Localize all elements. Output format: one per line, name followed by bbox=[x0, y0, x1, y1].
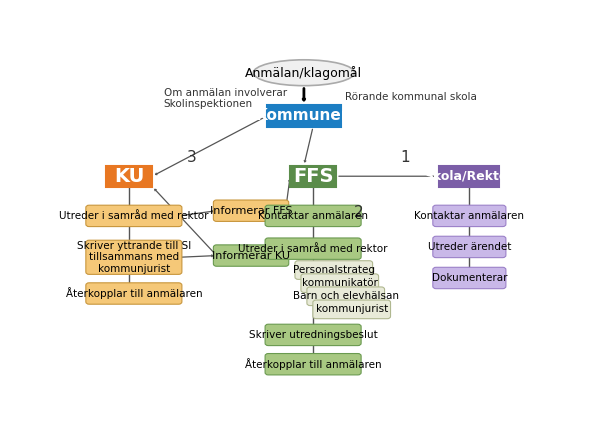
FancyBboxPatch shape bbox=[301, 274, 378, 293]
FancyBboxPatch shape bbox=[433, 205, 506, 227]
Text: kommunikatör: kommunikatör bbox=[302, 278, 378, 288]
FancyBboxPatch shape bbox=[86, 205, 182, 227]
Text: Rörande kommunal skola: Rörande kommunal skola bbox=[345, 92, 477, 102]
FancyBboxPatch shape bbox=[213, 200, 289, 221]
Text: Informerar KU: Informerar KU bbox=[212, 250, 290, 261]
Text: Kontaktar anmälaren: Kontaktar anmälaren bbox=[258, 211, 368, 221]
Text: Kontaktar anmälaren: Kontaktar anmälaren bbox=[415, 211, 524, 221]
FancyBboxPatch shape bbox=[307, 287, 385, 306]
FancyBboxPatch shape bbox=[439, 165, 499, 187]
FancyBboxPatch shape bbox=[86, 240, 182, 274]
Ellipse shape bbox=[253, 60, 355, 86]
FancyBboxPatch shape bbox=[265, 238, 361, 259]
FancyBboxPatch shape bbox=[265, 324, 361, 345]
FancyBboxPatch shape bbox=[106, 165, 152, 187]
Text: Utreder ärendet: Utreder ärendet bbox=[428, 242, 511, 252]
Text: Skriver utredningsbeslut: Skriver utredningsbeslut bbox=[248, 330, 378, 340]
FancyBboxPatch shape bbox=[265, 353, 361, 375]
Text: Utreder i samråd med rektor: Utreder i samråd med rektor bbox=[59, 211, 209, 221]
Text: Kommunen: Kommunen bbox=[256, 108, 352, 123]
Text: Om anmälan involverar
Skolinspektionen: Om anmälan involverar Skolinspektionen bbox=[164, 88, 287, 109]
Text: Anmälan/klagomål: Anmälan/klagomål bbox=[246, 66, 362, 80]
FancyBboxPatch shape bbox=[313, 300, 391, 319]
FancyBboxPatch shape bbox=[295, 261, 372, 280]
FancyBboxPatch shape bbox=[267, 105, 340, 126]
Text: Skola/Rektor: Skola/Rektor bbox=[425, 170, 514, 183]
Text: Barn och elevhälsan: Barn och elevhälsan bbox=[293, 291, 398, 301]
Text: kommunjurist: kommunjurist bbox=[315, 304, 388, 314]
Text: 3: 3 bbox=[186, 150, 196, 165]
FancyBboxPatch shape bbox=[290, 165, 336, 187]
Text: 2: 2 bbox=[354, 205, 364, 220]
Text: KU: KU bbox=[114, 167, 145, 186]
Text: Utreder i samråd med rektor: Utreder i samråd med rektor bbox=[238, 244, 388, 254]
Text: Återkopplar till anmälaren: Återkopplar till anmälaren bbox=[66, 288, 202, 299]
FancyBboxPatch shape bbox=[213, 245, 289, 266]
Text: FFS: FFS bbox=[293, 167, 333, 186]
Text: Personalstrateg: Personalstrateg bbox=[293, 265, 375, 275]
Text: Skriver yttrande till SI
tillsammans med
kommunjurist: Skriver yttrande till SI tillsammans med… bbox=[76, 241, 191, 274]
Text: Dokumenterar: Dokumenterar bbox=[432, 273, 507, 283]
FancyBboxPatch shape bbox=[433, 236, 506, 258]
Text: Återkopplar till anmälaren: Återkopplar till anmälaren bbox=[245, 358, 381, 370]
FancyBboxPatch shape bbox=[265, 205, 361, 227]
Text: 1: 1 bbox=[400, 150, 410, 165]
FancyBboxPatch shape bbox=[433, 267, 506, 289]
Text: Informerar FFS: Informerar FFS bbox=[210, 206, 292, 216]
FancyBboxPatch shape bbox=[86, 283, 182, 304]
